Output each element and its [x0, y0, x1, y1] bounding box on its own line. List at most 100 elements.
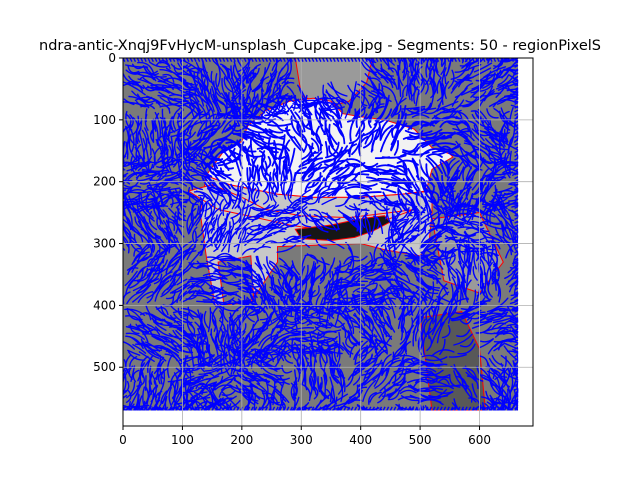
edge-stroke	[514, 190, 519, 195]
flow-stroke	[462, 244, 469, 270]
flow-stroke	[176, 73, 198, 79]
flow-stroke	[188, 113, 209, 135]
flow-stroke	[253, 287, 263, 306]
flow-stroke	[177, 109, 184, 129]
flow-stroke	[127, 267, 139, 275]
flow-stroke	[126, 185, 142, 193]
flow-stroke	[223, 331, 246, 350]
flow-stroke	[159, 105, 171, 114]
flow-stroke	[209, 157, 230, 171]
flow-stroke	[419, 404, 423, 411]
edge-stroke	[165, 58, 169, 63]
flow-stroke	[168, 121, 171, 136]
flow-stroke	[328, 166, 343, 176]
flow-stroke	[471, 128, 485, 142]
flow-stroke	[298, 88, 307, 113]
flow-stroke	[190, 174, 215, 186]
flow-stroke	[128, 75, 141, 84]
flow-stroke	[216, 142, 234, 163]
flow-stroke	[128, 401, 131, 411]
edge-stroke	[275, 58, 279, 63]
flow-stroke	[506, 396, 510, 411]
flow-stroke	[357, 271, 375, 281]
flow-stroke	[282, 235, 302, 247]
flow-stroke	[380, 67, 398, 90]
flow-stroke	[195, 190, 209, 200]
y-tick-label: 500	[93, 360, 116, 374]
flow-stroke	[310, 137, 320, 152]
flow-stroke	[324, 141, 329, 158]
flow-stroke	[313, 386, 319, 400]
flow-stroke	[145, 305, 164, 322]
flow-stroke	[208, 387, 220, 407]
flow-stroke	[426, 255, 445, 276]
flow-stroke	[301, 167, 318, 183]
flow-stroke	[426, 269, 439, 276]
flow-stroke	[383, 373, 397, 393]
edge-stroke	[432, 406, 436, 411]
flow-stroke	[368, 168, 388, 172]
flow-stroke	[213, 233, 221, 250]
edge-stroke	[215, 58, 219, 63]
flow-stroke	[230, 319, 239, 336]
flow-stroke	[432, 142, 457, 147]
flow-stroke	[247, 371, 271, 383]
flow-stroke	[430, 190, 440, 204]
flow-stroke	[244, 224, 260, 231]
flow-stroke	[375, 340, 385, 357]
flow-stroke	[481, 143, 491, 152]
flow-stroke	[277, 216, 295, 222]
flow-stroke	[123, 235, 130, 254]
edge-stroke	[293, 406, 297, 411]
flow-stroke	[392, 344, 406, 358]
flow-stroke	[387, 232, 400, 247]
flow-stroke	[182, 393, 193, 410]
edge-stroke	[514, 109, 519, 113]
edge-stroke	[411, 58, 415, 63]
edge-stroke	[211, 58, 215, 63]
flow-stroke	[222, 65, 229, 81]
flow-stroke	[419, 393, 442, 400]
flow-stroke	[424, 196, 433, 214]
flow-stroke	[376, 216, 384, 234]
flow-stroke	[251, 67, 266, 92]
edge-stroke	[428, 406, 433, 411]
flow-stroke	[201, 176, 223, 194]
edge-stroke	[514, 157, 519, 161]
flow-stroke	[271, 313, 287, 335]
flow-stroke	[384, 203, 400, 208]
flow-stroke	[123, 101, 145, 106]
flow-stroke	[318, 330, 337, 337]
flow-stroke	[496, 87, 519, 105]
flow-stroke	[218, 182, 235, 204]
flow-stroke	[220, 143, 233, 154]
flow-stroke	[282, 146, 290, 167]
flow-stroke	[332, 271, 351, 276]
flow-stroke	[219, 198, 224, 212]
flow-stroke	[217, 212, 223, 229]
flow-stroke	[332, 122, 346, 145]
edge-stroke	[457, 58, 461, 63]
flow-stroke	[133, 394, 140, 411]
flow-stroke	[395, 220, 407, 232]
flow-stroke	[483, 272, 487, 296]
edge-stroke	[514, 235, 519, 239]
flow-stroke	[220, 380, 233, 391]
flow-stroke	[386, 377, 406, 396]
edge-stroke	[514, 335, 519, 339]
flow-stroke	[347, 143, 358, 155]
flow-stroke	[462, 67, 475, 80]
flow-stroke	[155, 390, 163, 404]
flow-stroke	[434, 222, 462, 229]
flow-stroke	[205, 290, 217, 295]
flow-stroke	[514, 326, 519, 329]
flow-stroke	[496, 200, 508, 216]
flow-stroke	[159, 274, 184, 289]
flow-stroke	[346, 194, 360, 198]
flow-stroke	[164, 144, 173, 164]
flow-stroke	[350, 268, 363, 275]
flow-stroke	[213, 354, 229, 366]
flow-stroke	[502, 131, 510, 147]
flow-stroke	[241, 231, 260, 243]
flow-stroke	[387, 389, 401, 401]
